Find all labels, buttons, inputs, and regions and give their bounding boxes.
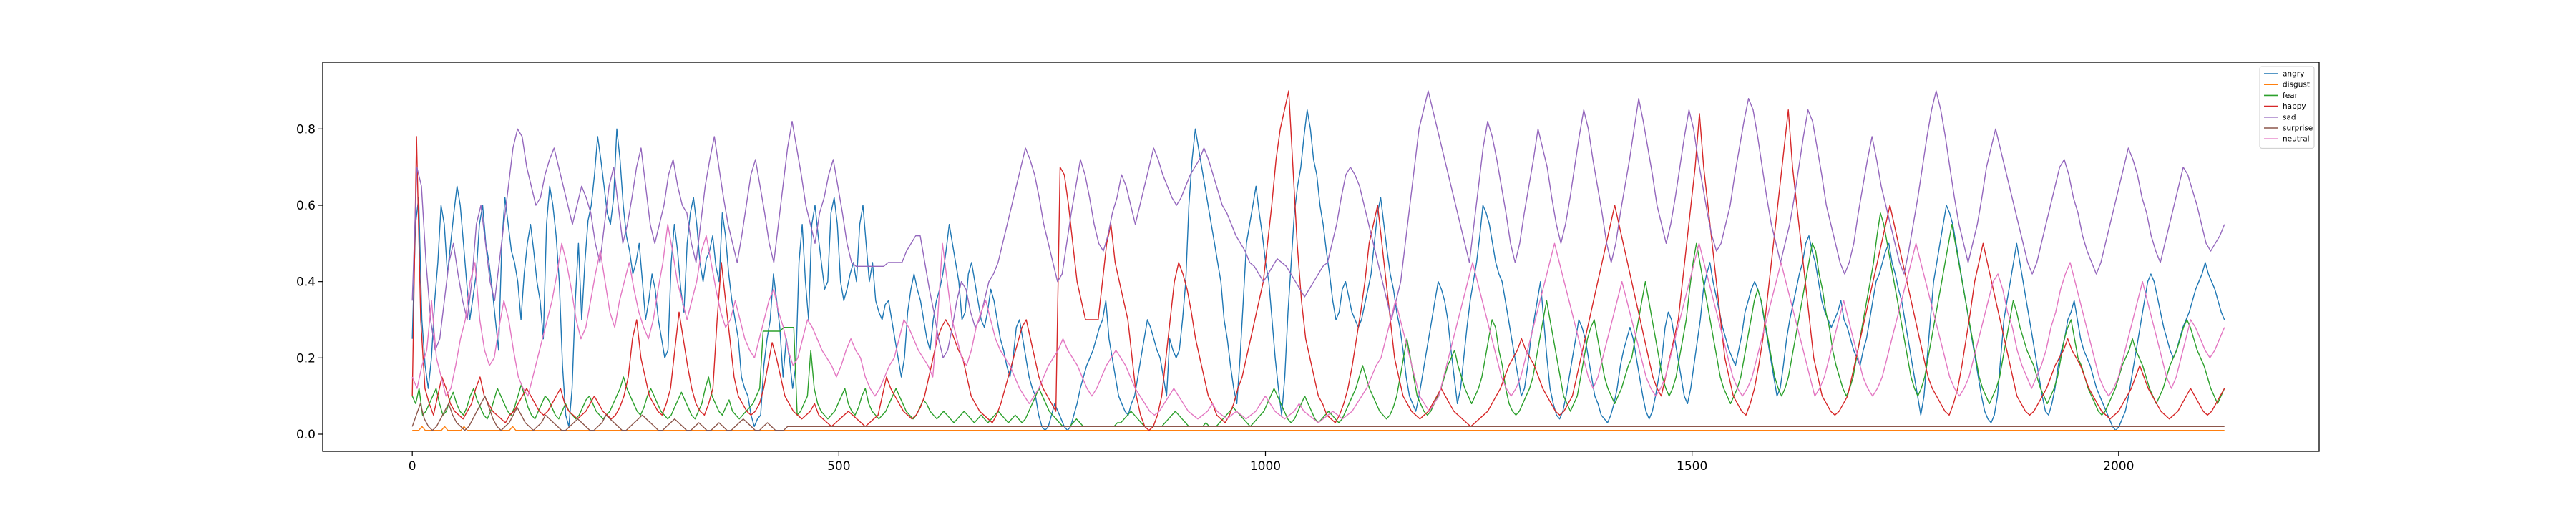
legend-label-fear: fear xyxy=(2283,92,2298,100)
legend-label-neutral: neutral xyxy=(2283,135,2310,144)
x-tick-label: 0 xyxy=(409,459,416,474)
legend-label-happy: happy xyxy=(2283,102,2306,111)
series-line-happy xyxy=(411,90,2225,431)
x-tick-label: 1500 xyxy=(1677,459,1707,474)
x-axis: 0 500 1000 1500 2000 xyxy=(409,451,2134,474)
series-line-surprise xyxy=(411,396,2225,431)
y-tick-label: 0.0 xyxy=(296,428,316,442)
series-line-sad xyxy=(411,90,2225,358)
y-tick-label: 0.4 xyxy=(296,275,316,290)
y-tick-label: 0.6 xyxy=(296,199,316,213)
x-tick-label: 500 xyxy=(827,459,850,474)
legend-label-surprise: surprise xyxy=(2283,124,2313,133)
y-tick-label: 0.2 xyxy=(296,351,316,366)
series-line-neutral xyxy=(411,224,2225,423)
x-tick-label: 1000 xyxy=(1250,459,1281,474)
y-tick-label: 0.8 xyxy=(296,122,316,137)
series-layer xyxy=(411,90,2225,431)
x-tick-label: 2000 xyxy=(2103,459,2134,474)
legend-label-angry: angry xyxy=(2283,70,2304,79)
plot-frame xyxy=(322,62,2320,452)
legend-label-disgust: disgust xyxy=(2283,81,2310,89)
series-line-angry xyxy=(411,109,2225,431)
series-line-disgust xyxy=(412,426,2225,431)
y-axis: 0.0 0.2 0.4 0.6 0.8 xyxy=(296,122,323,442)
legend-label-sad: sad xyxy=(2283,113,2296,122)
legend: angry disgust fear happy sad surprise neutral xyxy=(2259,66,2315,149)
